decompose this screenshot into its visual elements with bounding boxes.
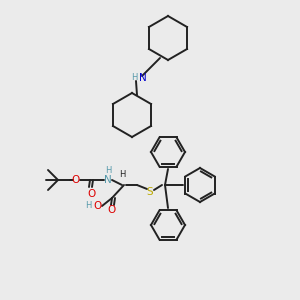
Text: S: S [147, 187, 153, 197]
Text: H: H [119, 170, 125, 179]
Text: H: H [132, 74, 138, 82]
Text: O: O [108, 205, 116, 215]
Text: H: H [105, 166, 111, 175]
Text: N: N [104, 175, 112, 185]
Text: N: N [139, 73, 147, 83]
Text: O: O [87, 189, 95, 199]
Text: O: O [72, 175, 80, 185]
Text: H: H [85, 202, 91, 211]
Text: O: O [94, 201, 102, 211]
